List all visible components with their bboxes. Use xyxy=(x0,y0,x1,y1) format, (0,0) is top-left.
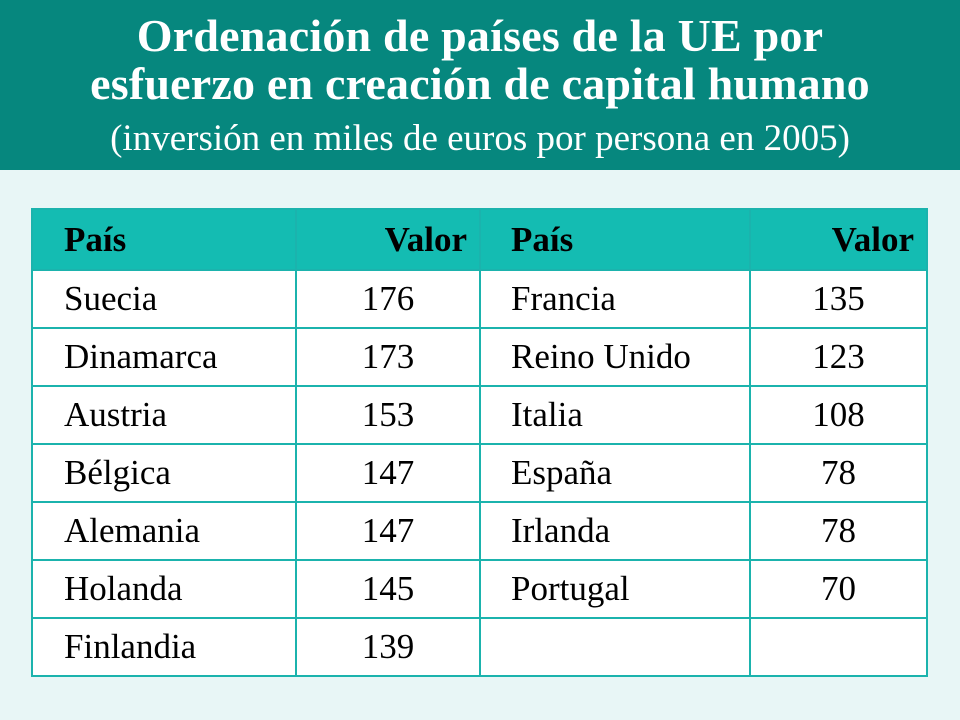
cell-country-right: Francia xyxy=(479,269,751,329)
cell-country-right: Reino Unido xyxy=(479,327,751,387)
header-country-left: País xyxy=(31,208,297,271)
cell-country-right: Irlanda xyxy=(479,501,751,561)
cell-country-left: Austria xyxy=(31,385,297,445)
cell-value-right: 70 xyxy=(749,559,928,619)
cell-country-right: España xyxy=(479,443,751,503)
cell-value-left: 145 xyxy=(295,559,481,619)
title-line-1: Ordenación de países de la UE por xyxy=(136,10,824,61)
title-line-2: esfuerzo en creación de capital humano xyxy=(90,58,870,109)
cell-country-right: Italia xyxy=(479,385,751,445)
table-row: Suecia 176 Francia 135 xyxy=(31,269,928,329)
cell-country-right xyxy=(479,617,751,677)
table-header-row: País Valor País Valor xyxy=(31,208,928,271)
cell-value-right: 78 xyxy=(749,443,928,503)
table-row: Dinamarca 173 Reino Unido 123 xyxy=(31,327,928,387)
cell-country-left: Dinamarca xyxy=(31,327,297,387)
cell-value-right: 123 xyxy=(749,327,928,387)
header-value-right: Valor xyxy=(749,208,928,271)
cell-country-left: Alemania xyxy=(31,501,297,561)
header-country-right: País xyxy=(479,208,751,271)
cell-value-right xyxy=(749,617,928,677)
cell-value-right: 108 xyxy=(749,385,928,445)
table-row: Holanda 145 Portugal 70 xyxy=(31,559,928,619)
cell-value-left: 176 xyxy=(295,269,481,329)
page-title: Ordenación de países de la UE por esfuer… xyxy=(0,12,960,108)
cell-value-left: 173 xyxy=(295,327,481,387)
ranking-table: País Valor País Valor Suecia 176 Francia… xyxy=(31,208,928,677)
table-row: Finlandia 139 xyxy=(31,617,928,677)
cell-value-right: 135 xyxy=(749,269,928,329)
cell-country-left: Holanda xyxy=(31,559,297,619)
cell-country-left: Finlandia xyxy=(31,617,297,677)
cell-country-left: Suecia xyxy=(31,269,297,329)
cell-value-right: 78 xyxy=(749,501,928,561)
title-banner: Ordenación de países de la UE por esfuer… xyxy=(0,0,960,170)
cell-value-left: 153 xyxy=(295,385,481,445)
cell-value-left: 139 xyxy=(295,617,481,677)
page-subtitle: (inversión en miles de euros por persona… xyxy=(110,118,850,159)
header-value-left: Valor xyxy=(295,208,481,271)
table-row: Alemania 147 Irlanda 78 xyxy=(31,501,928,561)
cell-value-left: 147 xyxy=(295,501,481,561)
table-row: Austria 153 Italia 108 xyxy=(31,385,928,445)
cell-country-right: Portugal xyxy=(479,559,751,619)
cell-country-left: Bélgica xyxy=(31,443,297,503)
cell-value-left: 147 xyxy=(295,443,481,503)
table-row: Bélgica 147 España 78 xyxy=(31,443,928,503)
